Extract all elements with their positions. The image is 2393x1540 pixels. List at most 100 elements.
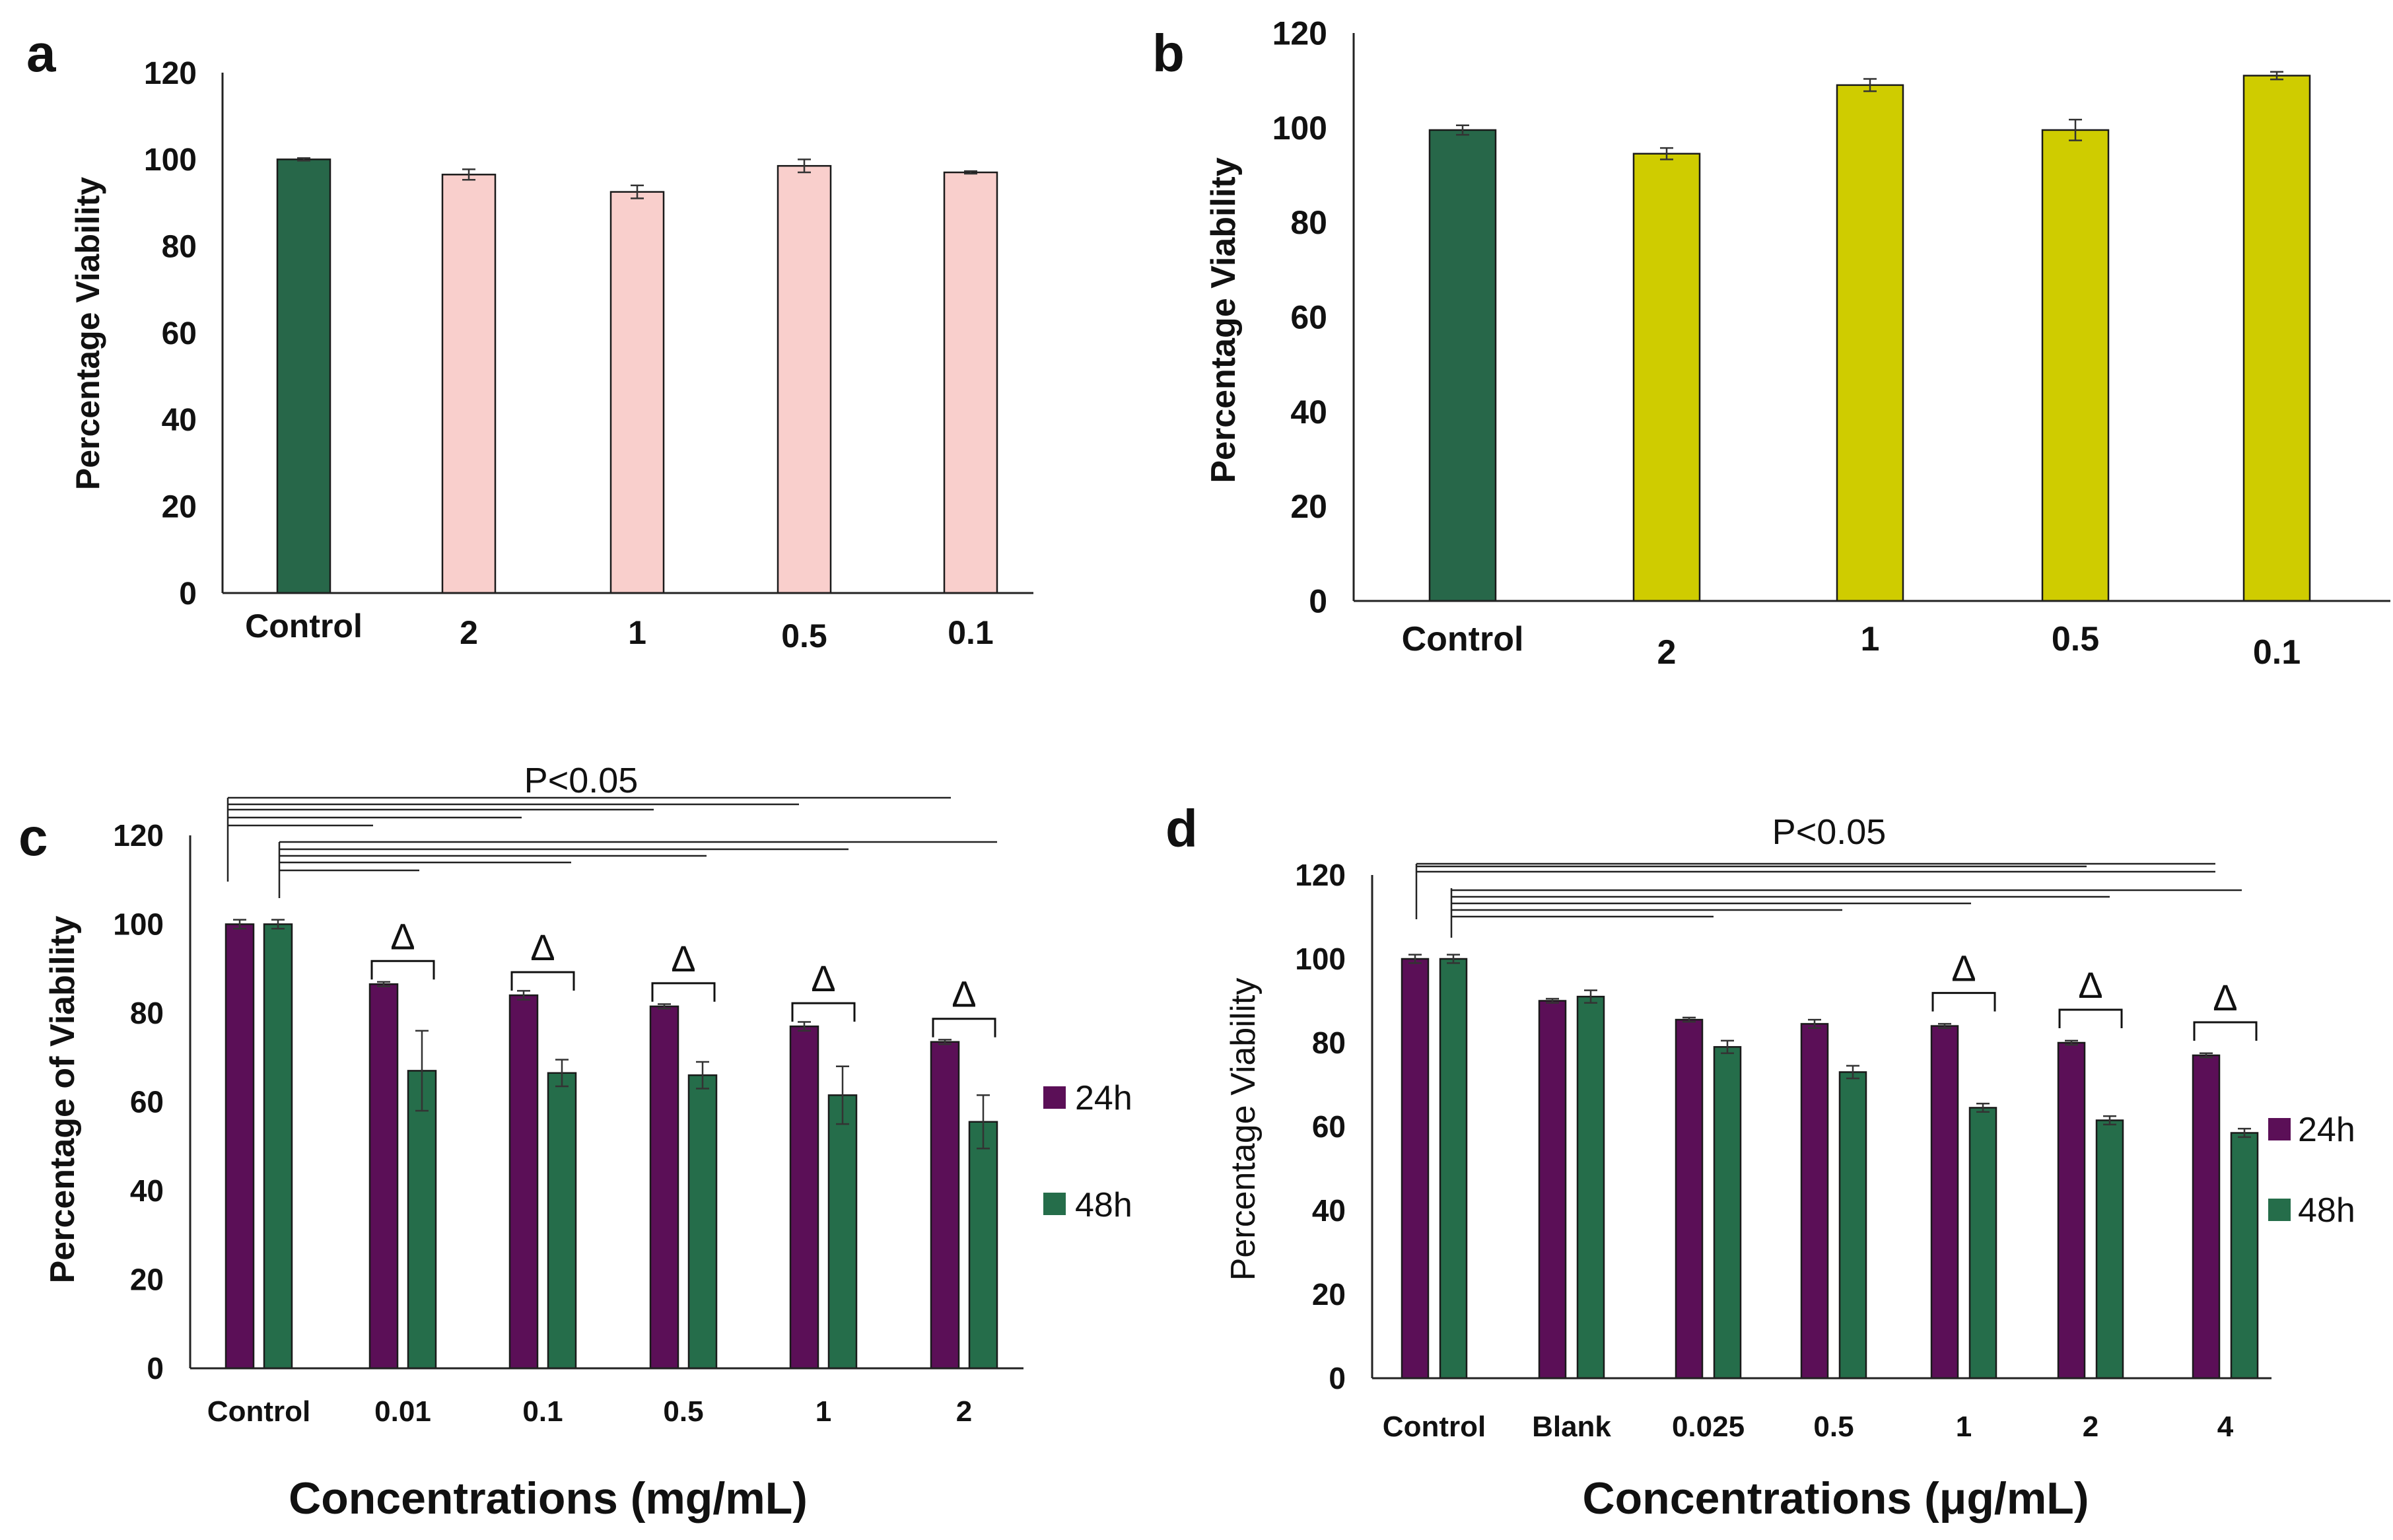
error-bar-d-48h-Blank	[1584, 989, 1597, 1004]
bar-b-Control	[1428, 129, 1497, 602]
bar-b-1	[1836, 84, 1904, 602]
bar-c-48h-0.01	[407, 1070, 437, 1370]
panel-label-c: c	[18, 808, 48, 866]
y-tick-label-c: 100	[113, 907, 164, 942]
y-tick-label-b: 80	[1290, 204, 1327, 241]
error-bar-c-24h-0.1	[517, 990, 530, 1001]
bars-d	[1401, 958, 2259, 1380]
error-bar-d-48h-1	[1976, 1102, 1990, 1113]
y-ticks-d: 0 20 40 60 80 100 120	[1295, 858, 1346, 1395]
bar-d-24h-1	[1930, 1025, 1959, 1380]
delta-symbol-c-0.01: Δ	[390, 915, 415, 957]
y-tick-label-c: 40	[130, 1173, 164, 1208]
error-bar-d-24h-2	[2065, 1039, 2078, 1046]
x-tick-label-a: 0.1	[948, 614, 994, 651]
y-tick-label-c: 80	[130, 996, 164, 1030]
panel-d: d P<0.05 0 20 40 60 80 100 120 Δ Δ Δ Control Blan…	[1165, 799, 2355, 1523]
x-tick-label-c: 1	[815, 1395, 831, 1428]
bar-c-24h-2	[930, 1041, 960, 1370]
x-tick-label-a: 0.5	[781, 617, 827, 654]
error-bars-a	[297, 157, 977, 199]
delta-symbol-c-0.1: Δ	[530, 927, 555, 968]
x-tick-label-b: 1	[1861, 620, 1880, 658]
delta-bracket-c-2	[932, 1018, 996, 1037]
bar-d-24h-Control	[1401, 958, 1430, 1380]
y-tick-label-a: 0	[179, 577, 197, 612]
error-bar-a-Control	[297, 157, 310, 162]
y-tick-label-b: 60	[1290, 299, 1327, 336]
delta-bracket-d-2	[2058, 1008, 2123, 1028]
error-bar-d-48h-Control	[1447, 954, 1460, 964]
p-value-label-c: P<0.05	[524, 761, 639, 800]
panel-label-d: d	[1165, 799, 1198, 858]
y-tick-label-d: 20	[1312, 1277, 1346, 1312]
x-axis-title-c: Concentrations (mg/mL)	[289, 1473, 808, 1523]
x-tick-label-a: 1	[628, 614, 646, 651]
error-bar-b-2	[1660, 147, 1673, 160]
x-ticks-a: Control 2 1 0.5 0.1	[245, 608, 994, 654]
x-tick-label-d: 2	[2083, 1411, 2098, 1443]
x-tick-label-c: Control	[207, 1395, 310, 1428]
bar-d-48h-2	[2095, 1119, 2124, 1380]
y-ticks-b: 0 20 40 60 80 100 120	[1272, 15, 1327, 620]
y-tick-label-a: 40	[162, 403, 197, 438]
y-tick-label-d: 120	[1295, 858, 1346, 892]
legend-c: 24h 48h	[1043, 1079, 1132, 1224]
y-tick-label-a: 60	[162, 316, 197, 351]
bar-c-24h-0.01	[368, 983, 399, 1370]
x-ticks-d: Control Blank 0.025 0.5 1 2 4	[1383, 1411, 2234, 1443]
delta-symbol-c-2: Δ	[952, 973, 976, 1015]
x-tick-label-d: Blank	[1532, 1411, 1611, 1443]
x-ticks-c: Control 0.01 0.1 0.5 1 2	[207, 1395, 972, 1428]
error-bar-d-24h-0.025	[1682, 1016, 1696, 1023]
bar-d-48h-Blank	[1576, 995, 1605, 1380]
bar-a-1	[609, 191, 665, 594]
error-bar-c-48h-1	[836, 1065, 849, 1125]
x-tick-label-c: 0.01	[374, 1395, 431, 1428]
y-tick-label-c: 60	[130, 1085, 164, 1119]
x-tick-label-d: 0.025	[1672, 1411, 1745, 1443]
y-tick-label-d: 100	[1295, 942, 1346, 976]
bar-d-24h-2	[2057, 1041, 2086, 1380]
delta-bracket-c-1	[791, 1002, 856, 1022]
error-bar-a-2	[462, 168, 475, 181]
error-bar-d-24h-4	[2200, 1052, 2213, 1059]
y-axis-title-b: Percentage Viability	[1204, 157, 1243, 483]
legend-label-48h-c: 48h	[1075, 1186, 1132, 1224]
bar-d-48h-4	[2230, 1132, 2259, 1380]
legend-swatch-48h-c	[1043, 1193, 1066, 1215]
error-bar-d-24h-Control	[1408, 954, 1422, 964]
delta-symbol-d-2: Δ	[2078, 964, 2102, 1006]
error-bar-a-1	[631, 184, 644, 199]
delta-symbol-d-4: Δ	[2213, 977, 2237, 1018]
y-tick-label-a: 100	[144, 143, 197, 178]
y-tick-label-d: 60	[1312, 1109, 1346, 1144]
error-bar-c-48h-0.01	[415, 1030, 429, 1112]
error-bar-a-0.5	[798, 158, 811, 174]
x-tick-label-b: 0.1	[2253, 633, 2301, 672]
error-bar-c-24h-2	[938, 1039, 952, 1045]
error-bar-d-48h-4	[2238, 1127, 2251, 1138]
panel-a: a 0 20 40 60 80 100 120 Control 2 1 0.5 0.1 Percen…	[26, 24, 1033, 654]
y-tick-label-b: 0	[1309, 583, 1327, 620]
error-bar-c-48h-Control	[271, 919, 285, 930]
x-tick-label-c: 2	[956, 1395, 972, 1428]
bar-d-48h-Control	[1439, 958, 1468, 1380]
bar-a-2	[441, 174, 497, 594]
y-tick-label-b: 100	[1272, 110, 1327, 147]
bar-d-48h-1	[1968, 1107, 1997, 1380]
bar-d-24h-0.025	[1675, 1018, 1704, 1380]
legend-swatch-48h-d	[2268, 1199, 2291, 1221]
delta-markers-c: Δ Δ Δ Δ Δ	[370, 915, 996, 1037]
delta-bracket-d-1	[1931, 992, 1996, 1012]
bar-c-24h-1	[789, 1025, 819, 1370]
delta-symbol-d-1: Δ	[1951, 948, 1976, 989]
error-bar-c-24h-1	[798, 1021, 811, 1032]
x-axis-title-d: Concentrations (μg/mL)	[1583, 1473, 2089, 1523]
bar-d-48h-0.5	[1838, 1071, 1867, 1380]
y-tick-label-a: 20	[162, 489, 197, 524]
error-bar-d-24h-Blank	[1546, 998, 1559, 1004]
legend-swatch-24h-d	[2268, 1118, 2291, 1140]
error-bar-b-0.5	[2069, 118, 2082, 141]
